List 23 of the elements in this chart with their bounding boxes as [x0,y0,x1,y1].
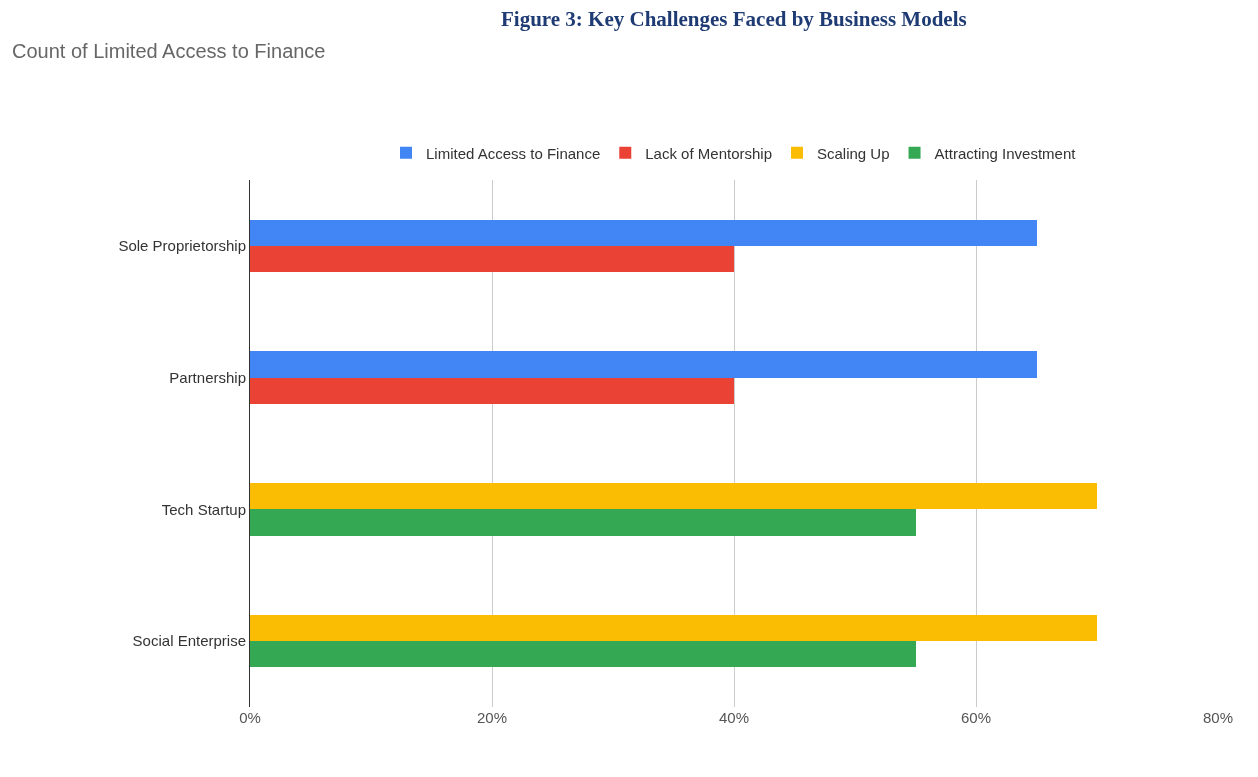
chart-subtitle: Count of Limited Access to Finance [12,40,326,62]
x-tick-label: 20% [476,709,508,726]
y-tick-label: Partnership [169,368,246,386]
y-tick-label: Sole Proprietorship [118,237,246,255]
legend-label: Scaling Up [817,144,890,162]
legend-label: Limited Access to Finance [426,144,601,162]
bar [250,641,916,667]
y-tick-label: Tech Startup [161,500,246,518]
bar [250,351,1037,378]
x-tick-label: 60% [960,709,992,726]
bar [250,246,734,272]
bar [250,220,1037,246]
y-tick-label: Social Enterprise [132,632,246,650]
bar [250,378,734,404]
x-tick-label: 0% [239,709,261,726]
x-tick-label: 80% [1202,709,1234,726]
legend-label: Lack of Mentorship [645,144,772,162]
bar [250,615,1097,641]
bar [250,483,1097,509]
bar [250,509,916,536]
chart-title: Figure 3: Key Challenges Faced by Business Models [501,7,967,31]
legend-label: Attracting Investment [934,144,1077,162]
x-tick-label: 40% [718,709,750,726]
